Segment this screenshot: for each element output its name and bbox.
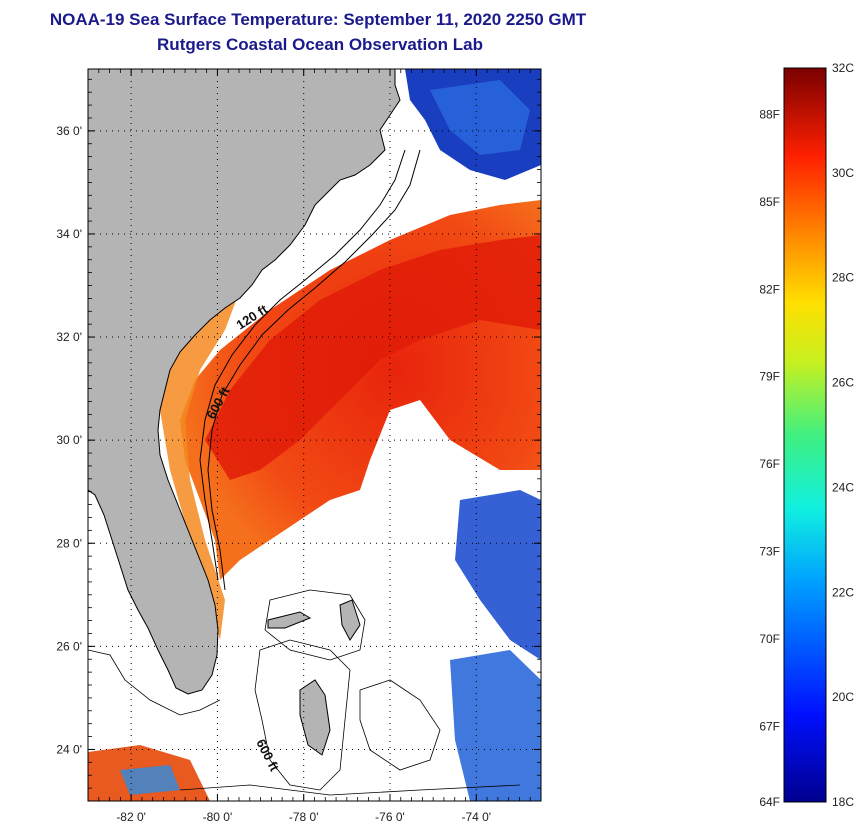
map-layers [88, 69, 541, 801]
colorbar-celsius-label: 26C [832, 376, 854, 390]
lat-label: 26 0' [56, 639, 82, 653]
colorbar-fahrenheit-label: 67F [759, 719, 780, 733]
bahama-bank-outline-3 [359, 679, 441, 771]
bahama-bank-outline [254, 639, 351, 791]
cool-water-east [455, 490, 541, 660]
cuba-coast-outline [179, 784, 521, 796]
island-abaco [339, 599, 361, 641]
lon-label: -76 0' [375, 810, 405, 824]
lat-label: 28 0' [56, 536, 82, 550]
colorbar-celsius-label: 30C [832, 166, 854, 180]
colorbar-fahrenheit-label: 79F [759, 370, 780, 384]
cool-water-southeast [450, 650, 541, 801]
map-subtitle: Rutgers Coastal Ocean Observation Lab [157, 35, 483, 54]
lat-label: 36 0' [56, 124, 82, 138]
lat-label: 34 0' [56, 227, 82, 241]
isobath-600ft [207, 149, 421, 591]
cool-water-patch [430, 80, 530, 155]
gulf-stream-core [205, 235, 541, 480]
isobath-florida-shelf [88, 649, 221, 716]
latitude-labels: 36 0' 34 0' 32 0' 30 0' 28 0' 26 0' 24 0' [56, 124, 82, 757]
coastal-warm-band [160, 290, 240, 640]
colorbar [783, 67, 827, 803]
colorbar-celsius-label: 18C [832, 795, 854, 809]
colorbar-fahrenheit-label: 82F [759, 282, 780, 296]
land-southeast-us [88, 69, 401, 695]
lat-label: 32 0' [56, 330, 82, 344]
lon-label: -74 0' [461, 810, 491, 824]
colorbar-labels: 32C 30C 28C 26C 24C 22C 20C 18C 88F 85F 82F 79F 76F 7… [759, 61, 854, 809]
axis-ticks [87, 69, 542, 802]
lat-label: 24 0' [56, 742, 82, 756]
bahama-bank-outline-2 [264, 589, 366, 661]
island-grand-bahama [267, 611, 312, 629]
colorbar-celsius-label: 22C [832, 585, 854, 599]
map-title: NOAA-19 Sea Surface Temperature: Septemb… [49, 10, 587, 29]
isobath-120ft [199, 149, 406, 581]
colorbar-celsius-label: 20C [832, 690, 854, 704]
island-andros [299, 679, 331, 756]
colorbar-fahrenheit-label: 76F [759, 457, 780, 471]
colorbar-fahrenheit-label: 88F [759, 108, 780, 122]
colorbar-fahrenheit-label: 70F [759, 632, 780, 646]
colorbar-celsius-label: 28C [832, 271, 854, 285]
lon-label: -78 0' [289, 810, 319, 824]
lon-label: -80 0' [203, 810, 233, 824]
graticule [88, 69, 541, 801]
cool-water-keys [120, 765, 180, 795]
longitude-labels: -82 0' -80 0' -78 0' -76 0' -74 0' [116, 810, 491, 824]
colorbar-celsius-label: 32C [832, 61, 854, 75]
colorbar-fahrenheit-label: 73F [759, 545, 780, 559]
lon-label: -82 0' [116, 810, 146, 824]
colorbar-fahrenheit-label: 64F [759, 795, 780, 809]
lat-label: 30 0' [56, 433, 82, 447]
colorbar-celsius-label: 24C [832, 480, 854, 494]
colorbar-fahrenheit-label: 85F [759, 195, 780, 209]
